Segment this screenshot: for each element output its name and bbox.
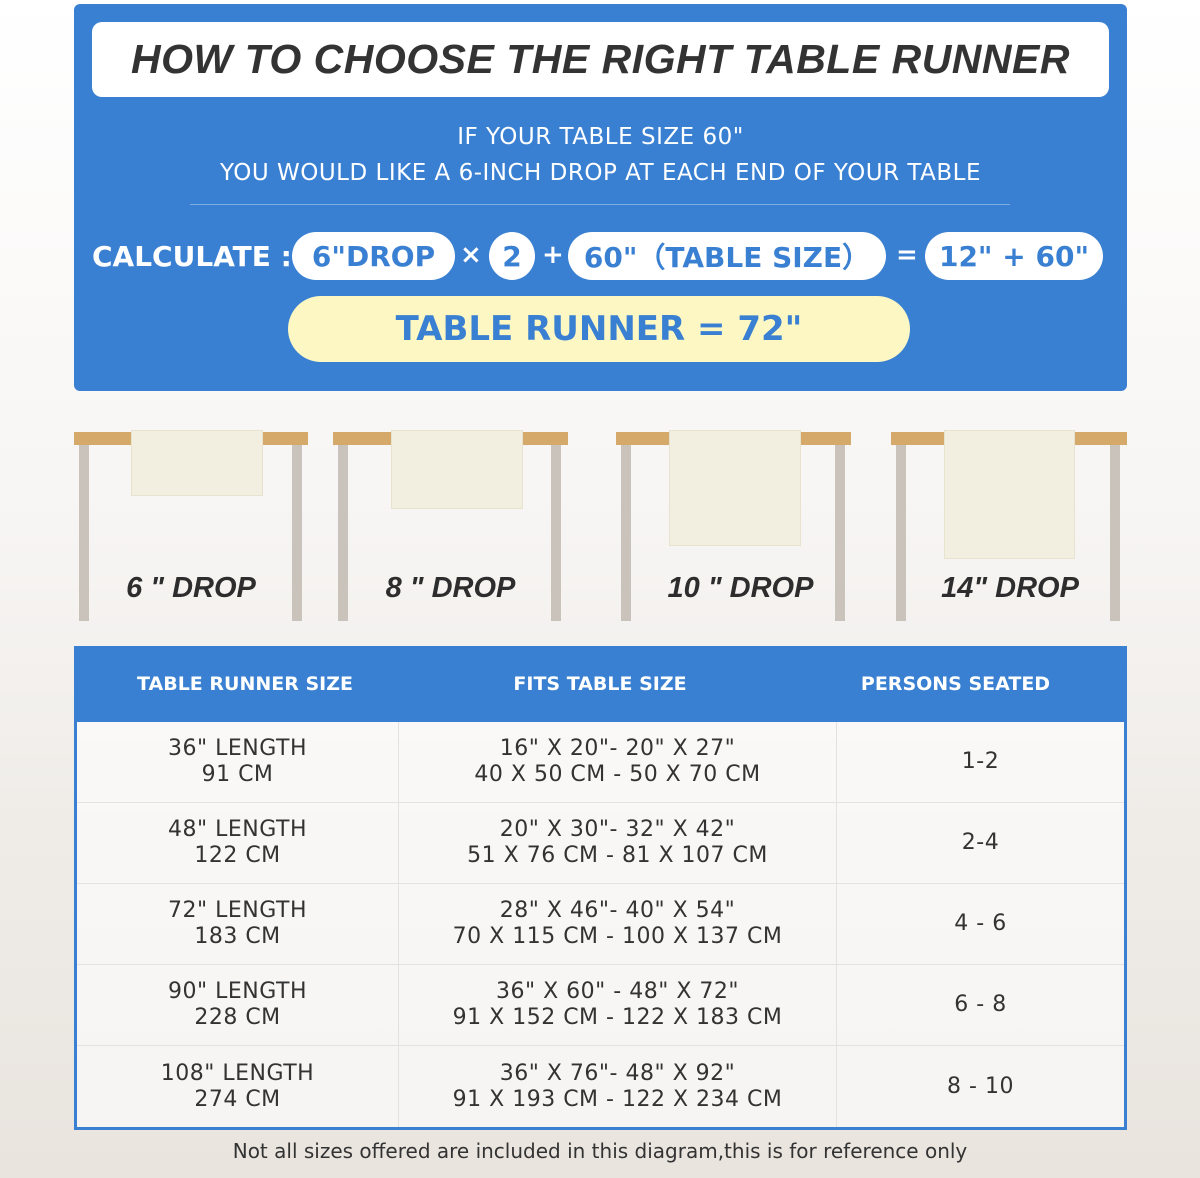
fits-table-cell: 16" X 20"- 20" X 27" 40 X 50 CM - 50 X 70… xyxy=(399,722,837,802)
table-leg xyxy=(79,445,89,621)
length-cm: 228 CM xyxy=(194,1005,281,1030)
times-sign: × xyxy=(460,240,482,270)
runner xyxy=(669,430,801,546)
drop-label: 14" DROP xyxy=(941,572,1079,604)
drop-label: 8 " DROP xyxy=(385,572,516,604)
fits-inches: 36" X 60" - 48" X 72" xyxy=(496,979,739,1004)
length-cm: 91 CM xyxy=(201,762,274,787)
header-fits-table-size: FITS TABLE SIZE xyxy=(513,673,687,695)
fits-inches: 28" X 46"- 40" X 54" xyxy=(499,898,736,923)
table-leg xyxy=(292,445,302,621)
header-persons-seated: PERSONS SEATED xyxy=(860,673,1051,695)
table-leg xyxy=(551,445,561,621)
page-title: HOW TO CHOOSE THE RIGHT TABLE RUNNER xyxy=(131,36,1070,82)
table-leg xyxy=(338,445,348,621)
fits-cm: 40 X 50 CM - 50 X 70 CM xyxy=(474,762,761,787)
table-leg xyxy=(835,445,845,621)
length-inches: 36" LENGTH xyxy=(168,736,307,761)
length-inches: 48" LENGTH xyxy=(168,817,307,842)
divider xyxy=(190,204,1010,205)
fits-inches: 20" X 30"- 32" X 42" xyxy=(499,817,736,842)
fits-cm: 51 X 76 CM - 81 X 107 CM xyxy=(467,843,768,868)
table-row: 108" LENGTH 274 CM 36" X 76"- 48" X 92" 91… xyxy=(77,1046,1124,1127)
length-cm: 183 CM xyxy=(194,924,281,949)
fits-inches: 36" X 76"- 48" X 92" xyxy=(499,1060,736,1086)
persons-seated-cell: 4 - 6 xyxy=(954,911,1007,936)
runner-size-cell: 108" LENGTH 274 CM xyxy=(77,1046,399,1127)
table-row: 36" LENGTH 91 CM 16" X 20"- 20" X 27" 40 X… xyxy=(77,722,1124,803)
sum-pill: 12" + 60" xyxy=(925,232,1103,280)
persons-seated-cell: 6 - 8 xyxy=(954,992,1007,1017)
fits-cm: 91 X 193 CM - 122 X 234 CM xyxy=(452,1086,783,1112)
persons-seated-cell: 8 - 10 xyxy=(947,1073,1014,1099)
intro-line-2: YOU WOULD LIKE A 6-INCH DROP AT EACH END… xyxy=(219,160,982,186)
table-row: 48" LENGTH 122 CM 20" X 30"- 32" X 42" 51 … xyxy=(77,803,1124,884)
drop-label: 6 " DROP xyxy=(126,572,256,604)
fits-table-cell: 20" X 30"- 32" X 42" 51 X 76 CM - 81 X 10… xyxy=(399,803,837,883)
table-leg xyxy=(1110,445,1120,621)
runner-size-cell: 36" LENGTH 91 CM xyxy=(77,722,399,802)
runner-size-cell: 72" LENGTH 183 CM xyxy=(77,884,399,964)
fits-table-cell: 36" X 60" - 48" X 72" 91 X 152 CM - 122 X… xyxy=(399,965,837,1045)
multiplier-pill: 2 xyxy=(489,232,535,280)
table-leg xyxy=(621,445,631,621)
calculate-label: CALCULATE : xyxy=(92,240,292,273)
equals-sign: = xyxy=(896,240,918,270)
drop-pill: 6"DROP xyxy=(292,232,455,280)
intro-line-1: IF YOUR TABLE SIZE 60" xyxy=(457,124,744,150)
footnote: Not all sizes offered are included in th… xyxy=(232,1139,968,1163)
size-table-header: TABLE RUNNER SIZE FITS TABLE SIZE PERSON… xyxy=(74,646,1127,722)
size-table: 36" LENGTH 91 CM 16" X 20"- 20" X 27" 40 X… xyxy=(74,646,1127,1130)
length-inches: 108" LENGTH xyxy=(160,1060,315,1086)
fits-table-cell: 28" X 46"- 40" X 54" 70 X 115 CM - 100 X … xyxy=(399,884,837,964)
runner-size-cell: 90" LENGTH 228 CM xyxy=(77,965,399,1045)
length-cm: 122 CM xyxy=(194,843,281,868)
persons-seated-cell: 2-4 xyxy=(961,830,1000,855)
table-leg xyxy=(896,445,906,621)
persons-seated-cell: 1-2 xyxy=(961,749,1000,774)
length-cm: 274 CM xyxy=(194,1086,281,1112)
runner xyxy=(391,430,523,509)
fits-table-cell: 36" X 76"- 48" X 92" 91 X 193 CM - 122 X … xyxy=(399,1046,837,1127)
fits-cm: 70 X 115 CM - 100 X 137 CM xyxy=(452,924,783,949)
result-pill: TABLE RUNNER = 72" xyxy=(288,296,910,362)
length-inches: 90" LENGTH xyxy=(168,979,307,1004)
table-size-pill: 60"（TABLE SIZE） xyxy=(568,232,886,280)
length-inches: 72" LENGTH xyxy=(168,898,307,923)
runner-size-cell: 48" LENGTH 122 CM xyxy=(77,803,399,883)
runner xyxy=(944,430,1075,559)
fits-cm: 91 X 152 CM - 122 X 183 CM xyxy=(452,1005,783,1030)
table-row: 72" LENGTH 183 CM 28" X 46"- 40" X 54" 70 … xyxy=(77,884,1124,965)
runner xyxy=(131,430,263,496)
title-box: HOW TO CHOOSE THE RIGHT TABLE RUNNER xyxy=(92,22,1109,97)
drop-label: 10 " DROP xyxy=(667,572,814,604)
table-row: 90" LENGTH 228 CM 36" X 60" - 48" X 72" 91… xyxy=(77,965,1124,1046)
header-runner-size: TABLE RUNNER SIZE xyxy=(137,673,353,695)
fits-inches: 16" X 20"- 20" X 27" xyxy=(499,736,736,761)
plus-sign: + xyxy=(542,240,564,270)
